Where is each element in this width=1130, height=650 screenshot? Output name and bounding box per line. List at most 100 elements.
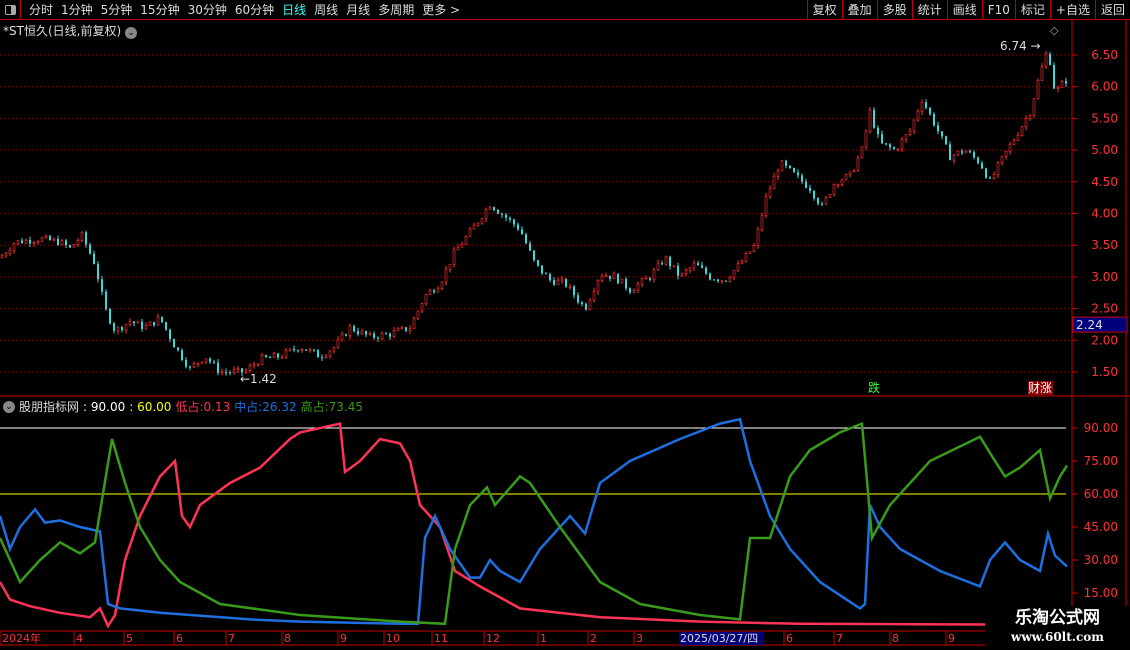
toolbar-button[interactable]: 复权	[806, 0, 842, 20]
timeframe-tab[interactable]: 更多 >	[422, 3, 461, 17]
candle-body	[596, 279, 600, 292]
candle-body	[664, 256, 668, 265]
candle-body	[893, 147, 895, 150]
candle-body	[72, 244, 76, 248]
watermark-line2: www.60lt.com	[1011, 630, 1104, 644]
price-tick-label: 4.00	[1091, 207, 1118, 221]
date-label: 6	[786, 632, 793, 645]
candle-body	[101, 279, 103, 292]
candle-body	[321, 357, 323, 359]
date-label: 7	[836, 632, 843, 645]
toolbar-button[interactable]: 统计	[911, 0, 947, 20]
toolbar-button[interactable]: 返回	[1094, 0, 1130, 20]
timeframe-tab[interactable]: 60分钟	[234, 3, 275, 17]
candle-body	[517, 224, 519, 230]
candle-body	[828, 194, 832, 198]
candle-body	[545, 273, 547, 275]
candle-body	[952, 154, 956, 161]
price-tick-label: 2.50	[1091, 302, 1118, 316]
candle-body	[181, 350, 183, 360]
candle-body	[744, 253, 748, 262]
low-price-label: ←1.42	[240, 372, 277, 386]
timeframe-tab[interactable]: 5分钟	[100, 3, 133, 17]
candle-body	[844, 174, 848, 181]
candle-body	[284, 349, 288, 358]
candle-body	[748, 251, 752, 254]
candle-body	[464, 236, 468, 245]
candle-body	[776, 170, 780, 177]
candle-body	[416, 310, 420, 319]
candle-body	[797, 172, 799, 176]
indicator-tick-label: 45.00	[1084, 520, 1118, 534]
layout-toggle-button[interactable]	[0, 0, 21, 20]
toolbar-button[interactable]: 画线	[946, 0, 982, 20]
indicator-tick-label: 75.00	[1084, 454, 1118, 468]
candle-body	[236, 367, 240, 371]
timeframe-tab[interactable]: 分时	[29, 3, 54, 17]
toolbar-button[interactable]: 多股	[876, 0, 912, 20]
candle-body	[964, 150, 968, 154]
candle-body	[609, 275, 611, 279]
date-label: 8	[284, 632, 291, 645]
candle-body	[204, 358, 208, 363]
candle-body	[632, 289, 636, 293]
candle-body	[920, 102, 924, 112]
toolbar-button[interactable]: 叠加	[841, 0, 877, 20]
candle-body	[300, 349, 304, 352]
candle-body	[1024, 118, 1028, 128]
date-label: 8	[892, 632, 899, 645]
timeframe-tab[interactable]: 周线	[314, 3, 339, 17]
candle-body	[229, 372, 231, 374]
event-marker-bg	[1028, 381, 1053, 395]
candle-body	[604, 275, 608, 278]
candle-body	[1065, 81, 1067, 84]
candle-body	[52, 238, 56, 241]
candle-body	[412, 317, 416, 330]
candle-body	[1032, 98, 1036, 117]
stock-name: *ST恒久(日线,前复权)	[3, 24, 122, 38]
candle-body	[945, 136, 947, 145]
timeframe-tab[interactable]: 30分钟	[187, 3, 227, 17]
candle-body	[340, 334, 344, 341]
candle-body	[656, 262, 660, 271]
candle-body	[244, 370, 248, 373]
selected-date-box	[679, 632, 763, 645]
timeframe-tab[interactable]: 月线	[346, 3, 371, 17]
candle-body	[573, 286, 575, 296]
date-label: 9	[340, 632, 347, 645]
candle-body	[89, 244, 91, 254]
date-label: 2	[590, 632, 597, 645]
price-tick-label: 5.50	[1091, 111, 1118, 125]
candle-body	[612, 273, 616, 279]
price-tick-label: 3.00	[1091, 270, 1118, 284]
candle-body	[456, 246, 460, 251]
toolbar-button[interactable]: F10	[981, 0, 1015, 20]
candle-body	[392, 330, 396, 337]
timeframe-tab[interactable]: 多周期	[378, 3, 415, 17]
candle-body	[941, 131, 943, 137]
candle-body	[908, 130, 912, 135]
candle-body	[192, 363, 196, 368]
candle-body	[377, 337, 379, 339]
candle-body	[313, 349, 315, 351]
toolbar-button[interactable]: +自选	[1049, 0, 1095, 20]
price-tick-label: 1.50	[1091, 365, 1118, 379]
timeframe-tab[interactable]: 1分钟	[61, 3, 93, 17]
chevron-down-icon[interactable]: ⌄	[124, 27, 137, 39]
candle-body	[420, 303, 424, 312]
high-value: 高占:73.45	[301, 398, 363, 415]
chevron-down-icon[interactable]: ⌄	[3, 400, 15, 413]
candle-body	[8, 250, 12, 254]
candle-body	[280, 356, 284, 359]
candle-body	[297, 350, 299, 352]
candle-body	[232, 369, 236, 373]
chart-title[interactable]: *ST恒久(日线,前复权) ⌄	[3, 22, 137, 39]
timeframe-tab[interactable]: 日线	[282, 3, 307, 17]
candle-body	[817, 198, 819, 204]
candle-body	[484, 209, 488, 220]
candle-body	[144, 325, 148, 330]
candle-body	[385, 333, 387, 335]
timeframe-tab[interactable]: 15分钟	[140, 3, 180, 17]
toolbar-button[interactable]: 标记	[1014, 0, 1050, 20]
